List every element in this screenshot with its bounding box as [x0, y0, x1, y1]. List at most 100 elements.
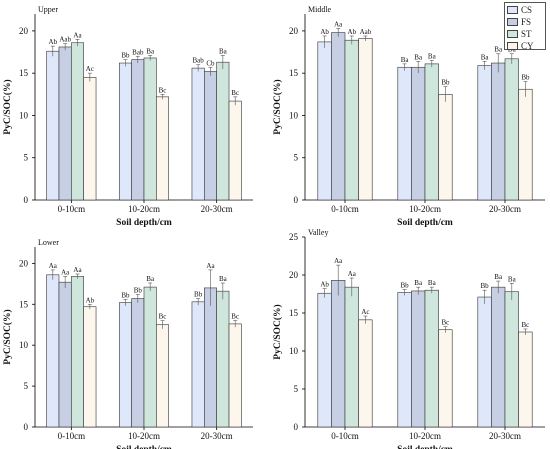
- significance-label: Ab: [320, 28, 329, 36]
- bar-st: [71, 42, 84, 201]
- bar-cs: [46, 50, 60, 201]
- bar-cy: [358, 38, 373, 201]
- bar-cy: [83, 306, 97, 428]
- bar-cy: [358, 319, 373, 428]
- significance-label: Cb: [206, 59, 215, 67]
- y-tick-label: 20: [19, 26, 29, 36]
- significance-label: Ac: [86, 65, 94, 73]
- y-tick-label: 0: [24, 422, 29, 432]
- bar-cs: [191, 67, 205, 201]
- significance-label: Ab: [49, 38, 58, 46]
- bar-cy: [228, 100, 242, 201]
- x-tick-label: 20-30cm: [201, 431, 233, 441]
- significance-label: Bc: [522, 321, 530, 329]
- significance-label: Ba: [414, 279, 423, 287]
- x-axis-title: Soil depth/cm: [116, 218, 172, 228]
- significance-label: Aab: [59, 36, 71, 44]
- bar-fs: [411, 290, 426, 428]
- y-tick-label: 5: [24, 153, 29, 163]
- chart-panel-lower: 0 5 10 15 20 Lower PyC/SOC(%) Soil depth/cm 0-10…: [2, 238, 253, 449]
- significance-label: Bb: [441, 79, 450, 87]
- bar-st: [216, 290, 230, 428]
- y-tick-label: 5: [24, 381, 29, 391]
- significance-label: Ba: [494, 46, 503, 54]
- significance-label: Ab: [86, 296, 95, 304]
- y-tick-label: 10: [19, 110, 29, 120]
- x-tick-label: 20-30cm: [489, 431, 521, 441]
- y-tick-label: 15: [289, 308, 299, 318]
- bar-fs: [131, 298, 145, 428]
- y-tick-label: 15: [19, 299, 29, 309]
- significance-label: Bb: [194, 291, 203, 299]
- panel-label: Lower: [38, 238, 59, 247]
- significance-label: Aa: [348, 270, 357, 278]
- legend-label-st: ST: [521, 28, 532, 39]
- significance-label: Aa: [334, 20, 343, 28]
- significance-label: Aa: [49, 262, 58, 270]
- bar-cy: [156, 324, 170, 428]
- significance-label: Aa: [73, 266, 82, 274]
- bar-cs: [191, 301, 205, 428]
- significance-label: Ba: [146, 47, 155, 55]
- y-tick-label: 15: [289, 68, 299, 78]
- panel-label: Valley: [308, 228, 328, 237]
- y-tick-label: 10: [19, 340, 29, 350]
- bar-cy: [83, 77, 97, 201]
- y-tick-label: 0: [24, 195, 29, 205]
- bar-fs: [411, 66, 426, 201]
- y-tick-label: 20: [289, 26, 299, 36]
- bar-fs: [204, 71, 217, 201]
- significance-label: Bb: [134, 286, 143, 294]
- legend-swatch-st: [507, 29, 518, 38]
- legend-swatch-cs: [507, 5, 518, 14]
- y-tick-label: 20: [289, 270, 299, 280]
- chart-panel-upper: 0 5 10 15 20 Upper PyC/SOC(%) Soil depth/cm 0-10…: [2, 5, 253, 228]
- significance-label: Ba: [481, 53, 490, 61]
- y-tick-label: 10: [289, 110, 299, 120]
- bar-cy: [518, 331, 533, 428]
- legend-label-fs: FS: [521, 16, 532, 27]
- y-axis-title: PyC/SOC(%): [2, 309, 13, 364]
- x-tick-label: 10-20cm: [128, 204, 160, 214]
- bar-fs: [491, 286, 506, 428]
- legend-swatch-fs: [507, 17, 518, 26]
- significance-label: Ba: [219, 275, 228, 283]
- bar-st: [424, 63, 439, 201]
- y-tick-label: 5: [294, 153, 299, 163]
- significance-label: Bc: [159, 86, 167, 94]
- bar-cy: [228, 323, 242, 428]
- bar-st: [344, 39, 359, 201]
- bar-st: [504, 291, 519, 428]
- bar-cy: [438, 94, 453, 201]
- y-tick-label: 15: [19, 68, 29, 78]
- significance-label: Ba: [414, 53, 423, 61]
- bar-st: [424, 289, 439, 428]
- x-axis-title: Soil depth/cm: [116, 445, 172, 449]
- bar-cs: [118, 302, 132, 428]
- significance-label: Bb: [521, 74, 530, 82]
- significance-label: Bc: [442, 319, 450, 327]
- x-tick-label: 0-10cm: [58, 431, 86, 441]
- bar-fs: [58, 281, 72, 428]
- significance-label: Ba: [508, 275, 517, 283]
- significance-label: Ac: [361, 308, 369, 316]
- bar-cs: [397, 66, 412, 201]
- x-tick-label: 10-20cm: [409, 431, 441, 441]
- y-tick-label: 20: [19, 258, 29, 268]
- bar-cs: [46, 274, 60, 428]
- y-axis-title: PyC/SOC(%): [272, 79, 283, 134]
- bar-cs: [317, 41, 332, 201]
- significance-label: Ba: [494, 273, 503, 281]
- significance-label: Aa: [61, 268, 70, 276]
- legend-item-cy: CY: [505, 40, 545, 51]
- bar-cy: [518, 88, 533, 201]
- significance-label: Bab: [192, 57, 204, 65]
- bar-cy: [438, 329, 453, 428]
- panel-label: Middle: [308, 5, 332, 14]
- significance-label: Bb: [121, 52, 130, 60]
- bar-fs: [204, 287, 217, 428]
- significance-label: Bb: [401, 281, 410, 289]
- legend-item-fs: FS: [505, 16, 545, 27]
- bar-cs: [397, 292, 412, 428]
- y-axis-title: PyC/SOC(%): [272, 304, 283, 359]
